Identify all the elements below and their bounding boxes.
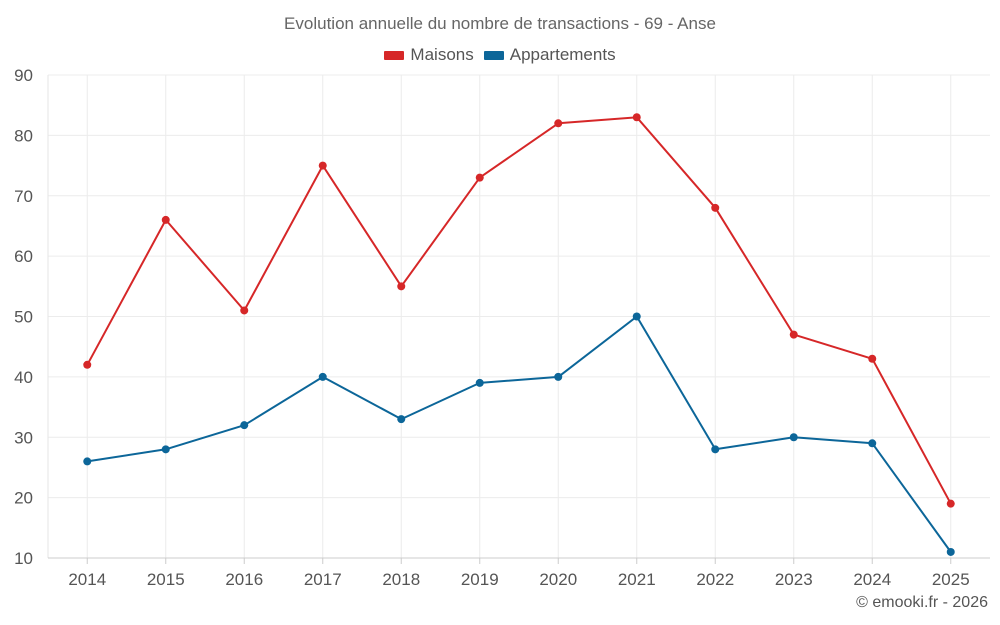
data-point-maisons-2025[interactable] (946, 499, 955, 508)
data-point-appartements-2020[interactable] (554, 372, 563, 381)
x-tick-label-2017: 2017 (304, 570, 342, 589)
y-tick-label-60: 60 (14, 247, 33, 266)
y-tick-label-90: 90 (14, 66, 33, 85)
series-line-maisons (86, 116, 952, 505)
legend-swatch-appartements (483, 50, 504, 60)
x-tick-label-2025: 2025 (932, 570, 970, 589)
data-point-maisons-2017[interactable] (318, 161, 327, 170)
data-point-maisons-2022[interactable] (711, 203, 720, 212)
data-point-appartements-2019[interactable] (475, 378, 484, 387)
x-tick-label-2024: 2024 (853, 570, 891, 589)
x-tick-label-2022: 2022 (696, 570, 734, 589)
legend-item-maisons[interactable]: Maisons (384, 45, 474, 65)
data-point-maisons-2014[interactable] (83, 360, 92, 369)
y-tick-label-30: 30 (14, 428, 33, 447)
data-point-maisons-2018[interactable] (397, 282, 406, 291)
legend-label-appartements: Appartements (509, 45, 616, 64)
x-tick-label-2016: 2016 (225, 570, 263, 589)
x-tick-label-2021: 2021 (618, 570, 656, 589)
data-point-maisons-2020[interactable] (554, 119, 563, 128)
x-tick-label-2019: 2019 (461, 570, 499, 589)
credit-text: © emooki.fr - 2026 (856, 594, 988, 611)
y-tick-label-20: 20 (14, 489, 33, 508)
x-tick-label-2023: 2023 (775, 570, 813, 589)
data-point-maisons-2024[interactable] (868, 354, 877, 363)
data-point-maisons-2023[interactable] (789, 330, 798, 339)
y-tick-label-80: 80 (14, 126, 33, 145)
legend: Maisons Appartements (0, 45, 1000, 65)
y-tick-label-70: 70 (14, 187, 33, 206)
series-line-appartements (87, 315, 952, 553)
legend-item-appartements[interactable]: Appartements (483, 45, 616, 65)
data-point-maisons-2016[interactable] (240, 306, 249, 315)
data-point-appartements-2023[interactable] (789, 433, 798, 442)
x-tick-label-2018: 2018 (382, 570, 420, 589)
data-point-appartements-2014[interactable] (83, 457, 92, 466)
data-point-appartements-2021[interactable] (632, 312, 641, 321)
data-point-appartements-2017[interactable] (318, 372, 327, 381)
x-tick-label-2014: 2014 (68, 570, 106, 589)
y-tick-label-10: 10 (14, 549, 33, 568)
data-point-appartements-2016[interactable] (240, 421, 249, 430)
legend-label-maisons: Maisons (410, 45, 474, 64)
data-point-appartements-2015[interactable] (161, 445, 170, 454)
chart-title: Evolution annuelle du nombre de transact… (284, 14, 716, 33)
data-point-appartements-2024[interactable] (868, 439, 877, 448)
data-point-appartements-2022[interactable] (711, 445, 720, 454)
x-tick-label-2020: 2020 (539, 570, 577, 589)
legend-swatch-maisons (384, 50, 405, 60)
data-point-appartements-2025[interactable] (946, 547, 955, 556)
data-point-appartements-2018[interactable] (397, 415, 406, 424)
data-point-maisons-2015[interactable] (161, 215, 170, 224)
data-point-maisons-2019[interactable] (475, 173, 484, 182)
y-tick-label-50: 50 (14, 308, 33, 327)
x-tick-label-2015: 2015 (147, 570, 185, 589)
y-tick-label-40: 40 (14, 368, 33, 387)
data-point-maisons-2021[interactable] (632, 113, 641, 122)
